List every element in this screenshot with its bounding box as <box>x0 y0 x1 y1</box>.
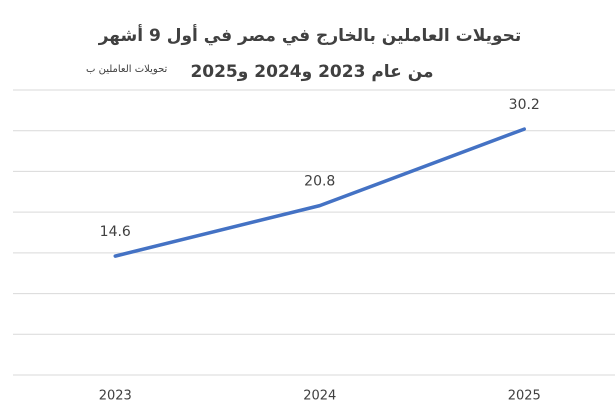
data-label: 14.6 <box>100 224 131 240</box>
chart-title: تحويلات العاملين بالخارج في مصر في أول 9… <box>98 24 522 46</box>
x-tick-label: 2023 <box>99 389 132 404</box>
y-axis-label: تحويلات العاملين ب <box>86 64 168 75</box>
x-tick-label: 2025 <box>508 389 541 404</box>
x-tick-label: 2024 <box>303 389 336 404</box>
data-label: 30.2 <box>509 97 540 113</box>
data-line <box>113 127 526 258</box>
data-label: 20.8 <box>304 174 335 190</box>
chart-title: من عام 2023 و2024 و2025 <box>190 62 433 82</box>
